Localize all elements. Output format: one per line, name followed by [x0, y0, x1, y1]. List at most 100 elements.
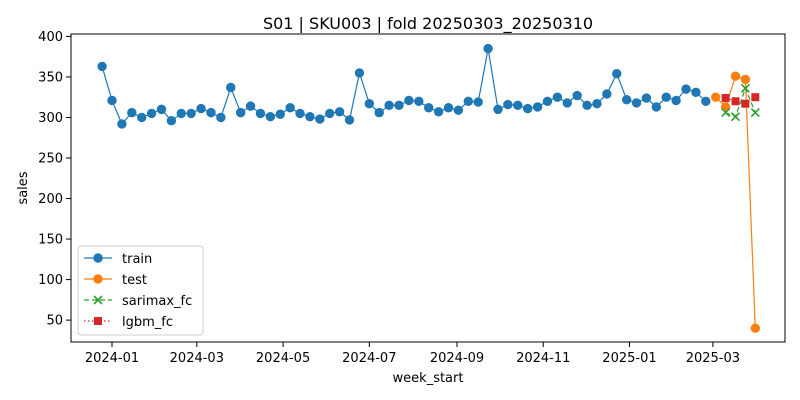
y-tick-label: 300	[38, 111, 63, 126]
x-tick-label: 2024-11	[516, 351, 570, 366]
data-point	[93, 274, 103, 284]
data-point	[681, 84, 691, 94]
legend-label: test	[122, 273, 147, 288]
y-tick-label: 400	[38, 30, 63, 45]
series-line	[725, 96, 756, 105]
data-point	[592, 99, 602, 109]
data-point	[720, 102, 731, 112]
data-point	[651, 102, 662, 112]
data-point	[325, 108, 335, 119]
data-point	[107, 95, 117, 106]
series-line	[715, 75, 756, 329]
data-point	[602, 89, 612, 99]
series-train	[97, 43, 711, 129]
legend-label: sarimax_fc	[122, 294, 192, 309]
data-point	[740, 83, 750, 93]
plot-frame	[70, 33, 786, 343]
data-point	[552, 92, 563, 102]
data-point	[176, 108, 186, 119]
data-point	[255, 108, 266, 119]
data-point	[701, 96, 711, 106]
data-point	[364, 99, 375, 109]
data-point	[730, 112, 741, 122]
axes: 2024-01 2024-03 2024-05 2024-07 2024-09 2024-…	[38, 30, 740, 366]
data-point	[93, 253, 103, 263]
data-point	[671, 95, 681, 106]
data-point	[691, 87, 701, 98]
data-point	[443, 103, 454, 113]
data-point	[404, 95, 414, 106]
data-point	[493, 104, 503, 115]
data-point	[473, 97, 483, 107]
data-point	[424, 103, 434, 113]
legend: train test sarimax_fc lgbm_fc	[77, 245, 204, 336]
data-point	[612, 69, 622, 79]
data-point	[166, 116, 177, 126]
data-point	[117, 119, 127, 129]
legend-entry: train	[84, 252, 152, 267]
data-point	[265, 111, 276, 122]
series-layer	[97, 43, 761, 333]
legend-box	[77, 245, 204, 336]
data-point	[226, 82, 236, 93]
data-point	[414, 96, 424, 106]
data-point	[127, 107, 137, 118]
data-point	[146, 108, 157, 119]
data-point	[285, 103, 295, 113]
data-point	[730, 71, 741, 81]
data-point	[97, 61, 107, 72]
data-point	[741, 99, 750, 108]
data-point	[641, 93, 652, 103]
y-tick-label: 250	[38, 152, 63, 167]
data-point	[542, 96, 553, 106]
data-point	[334, 107, 345, 117]
data-point	[532, 102, 543, 112]
legend-label: train	[122, 252, 152, 267]
y-axis-label: sales	[16, 171, 31, 204]
x-tick-label: 2024-07	[342, 351, 396, 366]
legend-entry: lgbm_fc	[84, 315, 173, 330]
data-point	[156, 104, 167, 115]
y-tick-label: 350	[38, 70, 63, 85]
data-point	[463, 96, 473, 106]
data-point	[374, 107, 384, 118]
series-test	[711, 71, 761, 333]
x-tick-label: 2025-01	[602, 351, 656, 366]
data-point	[344, 115, 355, 125]
data-point	[216, 112, 226, 123]
legend-label: lgbm_fc	[122, 315, 173, 330]
data-point	[196, 103, 206, 114]
data-point	[582, 100, 592, 111]
series-sarimax-fc	[721, 83, 760, 122]
data-point	[295, 108, 305, 119]
data-point	[751, 93, 760, 102]
x-tick-label: 2024-03	[170, 351, 224, 366]
x-axis-label: week_start	[393, 371, 464, 386]
data-point	[522, 103, 533, 114]
y-tick-label: 100	[38, 273, 63, 288]
x-tick-label: 2024-05	[256, 351, 310, 366]
data-point	[750, 108, 760, 118]
data-point	[503, 99, 513, 110]
data-point	[721, 94, 730, 103]
data-point	[721, 108, 731, 118]
data-point	[621, 94, 632, 105]
data-point	[394, 100, 404, 111]
y-tick-label: 150	[38, 233, 63, 248]
x-tick-label: 2024-09	[430, 351, 484, 366]
data-point	[94, 317, 102, 325]
data-point	[136, 112, 147, 123]
data-point	[206, 107, 216, 118]
data-point	[384, 100, 394, 111]
data-point	[453, 105, 464, 115]
data-point	[315, 114, 325, 124]
data-point	[740, 74, 751, 85]
series-line	[725, 86, 756, 118]
data-point	[245, 101, 256, 111]
data-point	[93, 295, 103, 305]
y-tick-label: 200	[38, 192, 63, 207]
legend-entry: sarimax_fc	[84, 294, 192, 309]
data-point	[354, 68, 365, 78]
data-point	[433, 107, 444, 117]
